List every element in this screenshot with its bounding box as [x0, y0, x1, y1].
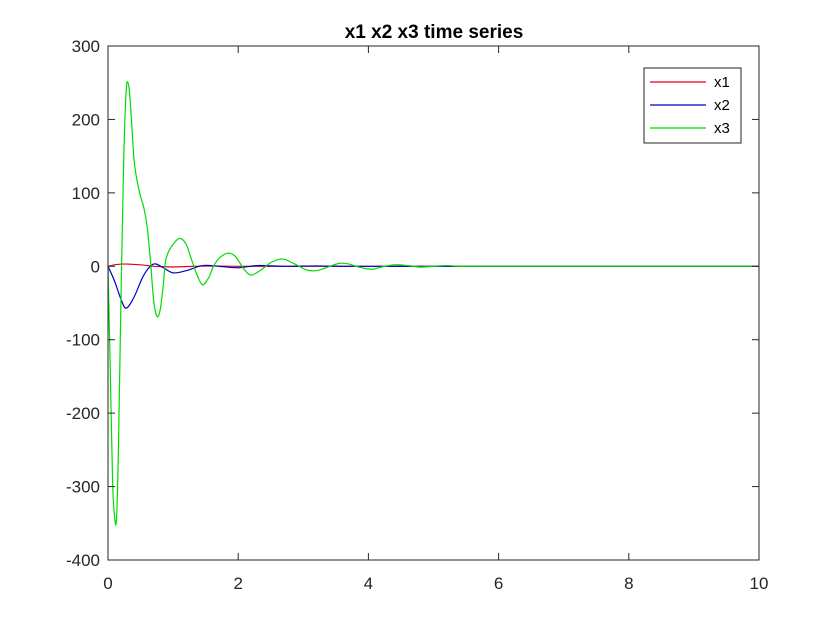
- legend-label-x2: x2: [714, 97, 730, 114]
- x-tick-label: 0: [103, 574, 112, 593]
- axes-box: [107, 45, 760, 561]
- y-tick-label: -300: [66, 478, 100, 497]
- series-layer: [107, 80, 759, 526]
- y-tick-label: -200: [66, 404, 100, 423]
- legend: x1 x2 x3: [643, 67, 742, 144]
- x-tick-label: 4: [364, 574, 373, 593]
- series-line-x3: [107, 80, 759, 526]
- chart-title: x1 x2 x3 time series: [345, 22, 524, 43]
- axes-layer: 0 2 4 6 8 10 -400 -300 -200 -100 0 100 200 300: [66, 37, 768, 593]
- x-tick-label: 2: [233, 574, 242, 593]
- y-tick-label: -100: [66, 331, 100, 350]
- x-tick-label: 6: [494, 574, 503, 593]
- legend-label-x3: x3: [714, 120, 730, 137]
- y-tick-label: 0: [91, 257, 100, 276]
- legend-label-x1: x1: [714, 74, 730, 91]
- x-tick-label: 10: [750, 574, 769, 593]
- y-tick-label: 300: [72, 37, 100, 56]
- series-line-x2: [107, 263, 759, 309]
- y-tick-label: 100: [72, 184, 100, 203]
- x-tick-label: 8: [624, 574, 633, 593]
- y-tick-label: -400: [66, 551, 100, 570]
- legend-entries: x1 x2 x3: [650, 74, 730, 137]
- y-tick-label: 200: [72, 110, 100, 129]
- series-line-x1: [107, 263, 759, 268]
